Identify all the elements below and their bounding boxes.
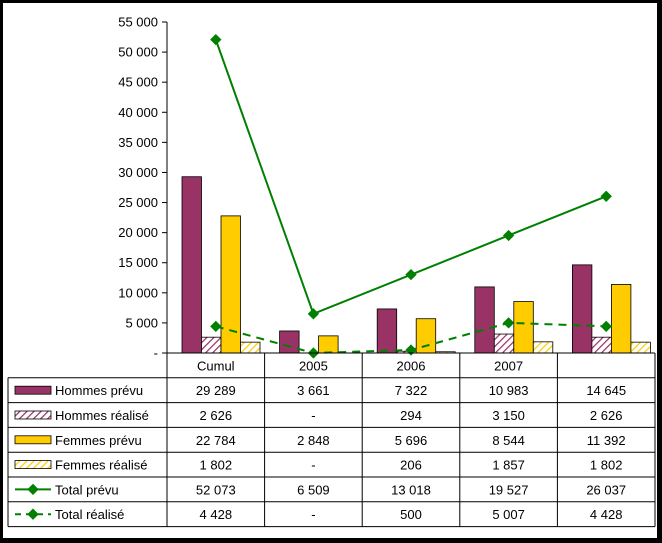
legend-key bbox=[14, 460, 52, 470]
y-tick-label: 30 000 bbox=[118, 165, 158, 180]
table-cell-value: 19 527 bbox=[489, 482, 529, 497]
data-table: Cumul 2005 2006 2007 Hommes prévu 29 289 3 661… bbox=[7, 352, 656, 528]
table-cell-value: 1 857 bbox=[492, 458, 525, 473]
table-cell-value: 13 018 bbox=[391, 482, 431, 497]
category-label: Cumul bbox=[197, 358, 235, 373]
y-tick-label: 25 000 bbox=[118, 195, 158, 210]
table-cell-value: 10 983 bbox=[489, 383, 529, 398]
lines bbox=[210, 33, 612, 359]
bar bbox=[376, 308, 398, 354]
y-tick-label: 40 000 bbox=[118, 105, 158, 120]
data-point bbox=[307, 308, 320, 320]
table-cell-value: 4 428 bbox=[590, 507, 623, 522]
y-axis: - 5 000 10 000 15 000 20 000 25 000 30 000 35 0… bbox=[118, 15, 168, 361]
bar bbox=[415, 318, 437, 354]
data-point bbox=[210, 33, 222, 46]
chart-frame: - 5 000 10 000 15 000 20 000 25 000 30 000 35 0… bbox=[3, 3, 657, 538]
series-name: Total prévu bbox=[55, 482, 119, 497]
category-label: 2006 bbox=[397, 358, 426, 373]
table-cell-value: 8 544 bbox=[492, 433, 525, 448]
data-point bbox=[502, 317, 515, 329]
bar bbox=[591, 336, 612, 354]
combo-chart: - 5 000 10 000 15 000 20 000 25 000 30 000 35 0… bbox=[7, 15, 656, 528]
bar bbox=[201, 336, 222, 354]
bar bbox=[240, 341, 261, 354]
bar bbox=[611, 284, 632, 354]
table-cell-value: 4 428 bbox=[200, 507, 233, 522]
table-cell-value: 3 150 bbox=[492, 408, 525, 423]
data-point bbox=[600, 190, 612, 202]
series-name: Femmes prévu bbox=[55, 433, 142, 448]
bar bbox=[318, 335, 339, 354]
category-label: 2007 bbox=[494, 358, 523, 373]
bar bbox=[181, 176, 202, 354]
table-cell-value: 7 322 bbox=[395, 383, 428, 398]
bar bbox=[630, 341, 651, 354]
legend-key bbox=[14, 410, 52, 420]
bar bbox=[493, 333, 515, 354]
table-cell-value: 26 037 bbox=[586, 482, 626, 497]
table-cell-value: 5 007 bbox=[492, 507, 525, 522]
table-cell-value: 29 289 bbox=[196, 383, 236, 398]
table-cell-value: - bbox=[311, 507, 315, 522]
y-tick-label: 45 000 bbox=[118, 75, 158, 90]
table-cell-value: 2 848 bbox=[297, 433, 330, 448]
table-cell-value: 3 661 bbox=[297, 383, 330, 398]
table-cell-value: 11 392 bbox=[587, 433, 626, 448]
data-point bbox=[210, 320, 222, 333]
y-tick-label: 5 000 bbox=[125, 315, 158, 330]
bar bbox=[513, 301, 534, 354]
data-point bbox=[600, 320, 612, 333]
series-name: Femmes réalisé bbox=[55, 458, 147, 473]
series-name: Hommes prévu bbox=[55, 383, 143, 398]
y-tick-label: 20 000 bbox=[118, 225, 158, 240]
y-tick-label: 10 000 bbox=[118, 285, 158, 300]
legend-key bbox=[14, 385, 52, 395]
y-tick-label: 55 000 bbox=[118, 15, 158, 30]
y-tick-label: 35 000 bbox=[118, 135, 158, 150]
legend-key-marker bbox=[27, 508, 39, 520]
table-cell-value: 294 bbox=[400, 408, 422, 423]
table-cell-value: 2 626 bbox=[200, 408, 233, 423]
table-cell-value: - bbox=[311, 458, 315, 473]
series-name: Total réalisé bbox=[55, 507, 124, 522]
y-tick-label: - bbox=[154, 346, 158, 361]
data-point bbox=[502, 229, 515, 242]
legend-key bbox=[14, 435, 52, 445]
data-point bbox=[405, 344, 417, 356]
y-tick-label: 50 000 bbox=[118, 45, 158, 60]
table-cell-value: 1 802 bbox=[590, 458, 623, 473]
table-cell-value: 500 bbox=[400, 507, 422, 522]
table-cell-value: 14 645 bbox=[586, 383, 626, 398]
bar bbox=[474, 286, 495, 354]
data-point bbox=[405, 268, 417, 281]
bar bbox=[572, 264, 593, 354]
table-cell-value: 2 626 bbox=[590, 408, 623, 423]
table-cell-value: 6 509 bbox=[297, 482, 330, 497]
category-label: 2005 bbox=[299, 358, 328, 373]
table-cell-value: 206 bbox=[400, 458, 422, 473]
bar bbox=[532, 341, 554, 354]
table-cell-value: 52 073 bbox=[196, 482, 236, 497]
table-cell-value: 1 802 bbox=[200, 458, 233, 473]
y-tick-label: 15 000 bbox=[118, 255, 158, 270]
legend-key-marker bbox=[27, 483, 39, 496]
series-name: Hommes réalisé bbox=[55, 408, 149, 423]
table-cell-value: - bbox=[311, 408, 315, 423]
table-cell-value: 22 784 bbox=[196, 433, 236, 448]
bar bbox=[220, 215, 241, 354]
table-cell-value: 5 696 bbox=[395, 433, 428, 448]
bar bbox=[279, 330, 300, 354]
bars bbox=[181, 176, 651, 354]
